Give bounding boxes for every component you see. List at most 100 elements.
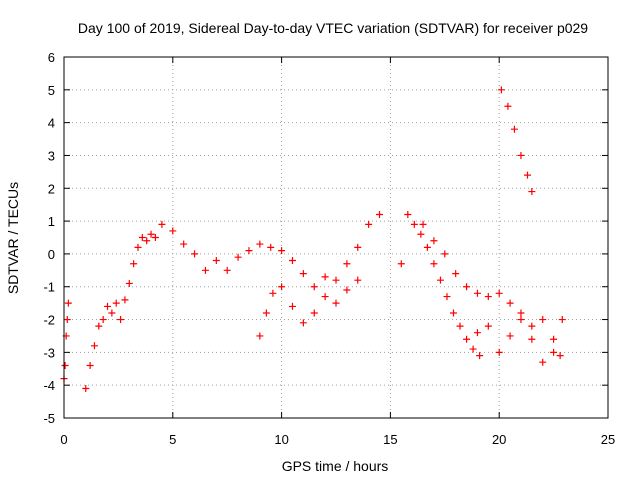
y-axis-label: SDTVAR / TECUs bbox=[5, 182, 21, 294]
data-point bbox=[147, 230, 155, 238]
data-point bbox=[528, 322, 536, 330]
y-tick-label: -3 bbox=[43, 345, 55, 360]
data-point bbox=[158, 220, 166, 228]
data-point bbox=[473, 289, 481, 297]
data-point bbox=[201, 266, 209, 274]
data-point bbox=[104, 302, 112, 310]
data-point bbox=[108, 309, 116, 317]
data-point bbox=[134, 243, 142, 251]
data-point bbox=[90, 342, 98, 350]
data-point bbox=[95, 322, 103, 330]
data-point bbox=[506, 332, 514, 340]
data-point bbox=[354, 243, 362, 251]
data-point bbox=[550, 335, 558, 343]
data-point bbox=[523, 171, 531, 179]
data-point bbox=[63, 316, 71, 324]
data-point bbox=[61, 361, 69, 369]
y-tick-label: 2 bbox=[48, 181, 55, 196]
data-point bbox=[441, 250, 449, 258]
data-point bbox=[321, 293, 329, 301]
data-point bbox=[117, 316, 125, 324]
data-point bbox=[278, 283, 286, 291]
y-tick-label: 6 bbox=[48, 50, 55, 65]
data-point bbox=[476, 352, 484, 360]
data-point bbox=[245, 247, 253, 255]
data-point bbox=[528, 188, 536, 196]
x-tick-label: 10 bbox=[274, 432, 288, 447]
data-point bbox=[138, 234, 146, 241]
data-point bbox=[443, 293, 451, 301]
data-point bbox=[121, 296, 129, 304]
data-point bbox=[417, 230, 425, 238]
data-point bbox=[397, 260, 405, 268]
data-point bbox=[558, 316, 566, 324]
data-point bbox=[332, 299, 340, 307]
data-point bbox=[452, 270, 460, 278]
data-point bbox=[556, 352, 564, 360]
data-point bbox=[410, 220, 418, 228]
data-point bbox=[539, 358, 547, 366]
data-point bbox=[517, 309, 525, 317]
y-tick-label: -4 bbox=[43, 378, 55, 393]
data-point bbox=[517, 316, 525, 324]
data-point bbox=[404, 211, 412, 219]
data-point bbox=[539, 316, 547, 324]
y-tick-label: -5 bbox=[43, 411, 55, 426]
data-point bbox=[151, 234, 159, 241]
data-point bbox=[343, 286, 351, 294]
y-tick-label: 4 bbox=[48, 116, 55, 131]
data-point bbox=[517, 151, 525, 159]
x-axis-label: GPS time / hours bbox=[282, 458, 389, 474]
data-point bbox=[82, 384, 90, 392]
data-point bbox=[99, 316, 107, 324]
data-point bbox=[112, 299, 120, 307]
data-point bbox=[354, 276, 362, 284]
y-tick-label: 3 bbox=[48, 148, 55, 163]
data-point bbox=[321, 273, 329, 281]
data-point bbox=[484, 322, 492, 330]
data-point bbox=[234, 253, 242, 261]
data-point bbox=[299, 319, 307, 327]
data-point bbox=[130, 260, 138, 268]
data-point bbox=[484, 293, 492, 301]
data-point bbox=[450, 309, 458, 317]
y-tick-label: -2 bbox=[43, 313, 55, 328]
x-tick-label: 15 bbox=[383, 432, 397, 447]
x-tick-label: 25 bbox=[601, 432, 615, 447]
data-point bbox=[86, 361, 94, 369]
data-point bbox=[332, 276, 340, 284]
data-point bbox=[267, 243, 275, 251]
data-point bbox=[469, 345, 477, 353]
data-point bbox=[430, 260, 438, 268]
data-point bbox=[423, 243, 431, 251]
data-point bbox=[343, 260, 351, 268]
data-point bbox=[528, 335, 536, 343]
grid-lines bbox=[64, 57, 608, 418]
x-tick-label: 5 bbox=[169, 432, 176, 447]
data-point bbox=[64, 299, 72, 307]
chart-title: Day 100 of 2019, Sidereal Day-to-day VTE… bbox=[78, 20, 588, 36]
data-point bbox=[310, 309, 318, 317]
data-point bbox=[125, 279, 133, 287]
data-point bbox=[495, 348, 503, 356]
plot-frame bbox=[63, 56, 609, 419]
data-point bbox=[497, 86, 505, 94]
data-point bbox=[430, 237, 438, 245]
y-tick-label: 0 bbox=[48, 247, 55, 262]
x-tick-label: 0 bbox=[60, 432, 67, 447]
data-point bbox=[278, 247, 286, 255]
x-tick-label: 20 bbox=[492, 432, 506, 447]
data-point bbox=[504, 102, 512, 110]
data-point bbox=[180, 240, 188, 248]
data-point bbox=[510, 125, 518, 133]
data-point bbox=[456, 322, 464, 330]
data-point bbox=[256, 332, 264, 340]
data-point bbox=[463, 335, 471, 343]
y-tick-label: -1 bbox=[43, 280, 55, 295]
data-point bbox=[212, 256, 220, 264]
y-tick-label: 5 bbox=[48, 83, 55, 98]
data-point bbox=[191, 250, 199, 258]
data-point bbox=[299, 270, 307, 278]
data-point bbox=[436, 276, 444, 284]
